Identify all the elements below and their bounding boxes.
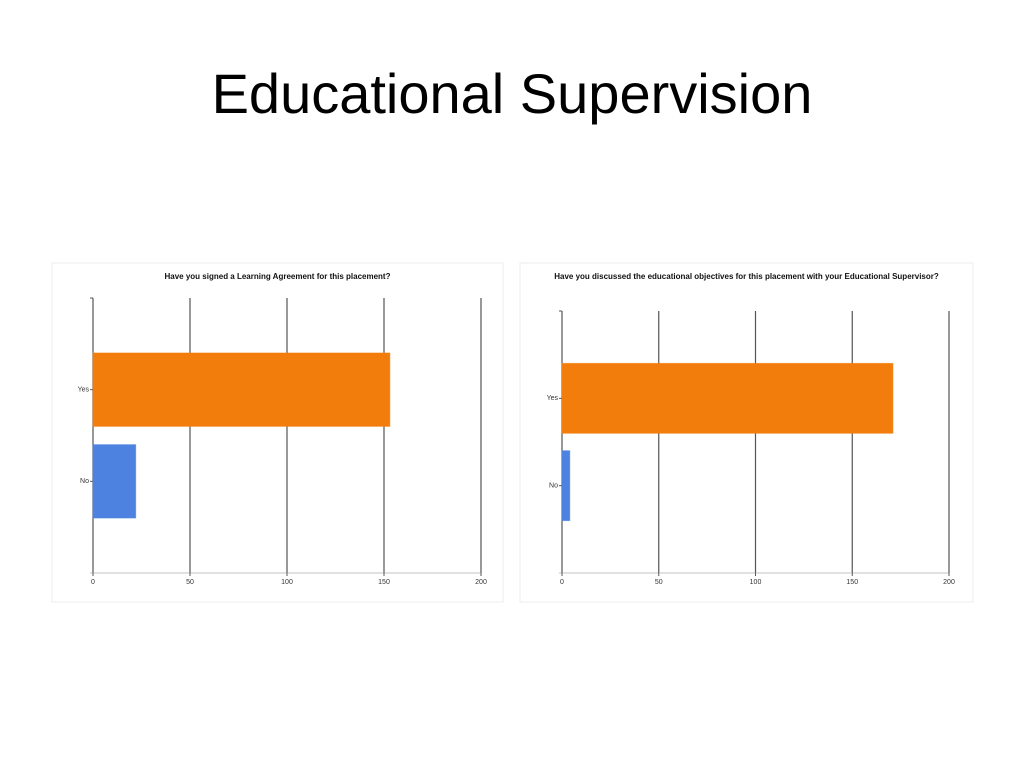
slide-title: Educational Supervision [212, 62, 813, 125]
chart-title: Have you discussed the educational objec… [554, 272, 939, 281]
x-tick-label: 0 [560, 579, 564, 586]
bar [92, 444, 137, 519]
y-tick-label: Yes [78, 387, 90, 394]
chart-panel [51, 262, 504, 603]
chart-title-box: Have you discussed the educational objec… [554, 272, 939, 281]
x-tick-label: 200 [475, 579, 487, 586]
x-tick-label: 200 [943, 579, 955, 586]
x-tick-label: 100 [750, 579, 762, 586]
y-tick-label: No [549, 483, 558, 490]
chart-title: Have you signed a Learning Agreement for… [164, 272, 391, 281]
x-tick-label: 150 [846, 579, 858, 586]
x-tick-label: 0 [91, 579, 95, 586]
bar [561, 362, 894, 434]
bar [561, 450, 571, 522]
y-tick-label: No [80, 478, 89, 485]
x-tick-label: 50 [186, 579, 194, 586]
y-tick-label: Yes [547, 395, 559, 402]
x-tick-label: 50 [655, 579, 663, 586]
bar [92, 352, 391, 427]
chart-title-box: Have you signed a Learning Agreement for… [164, 272, 391, 281]
x-tick-label: 100 [281, 579, 293, 586]
x-tick-label: 150 [378, 579, 390, 586]
